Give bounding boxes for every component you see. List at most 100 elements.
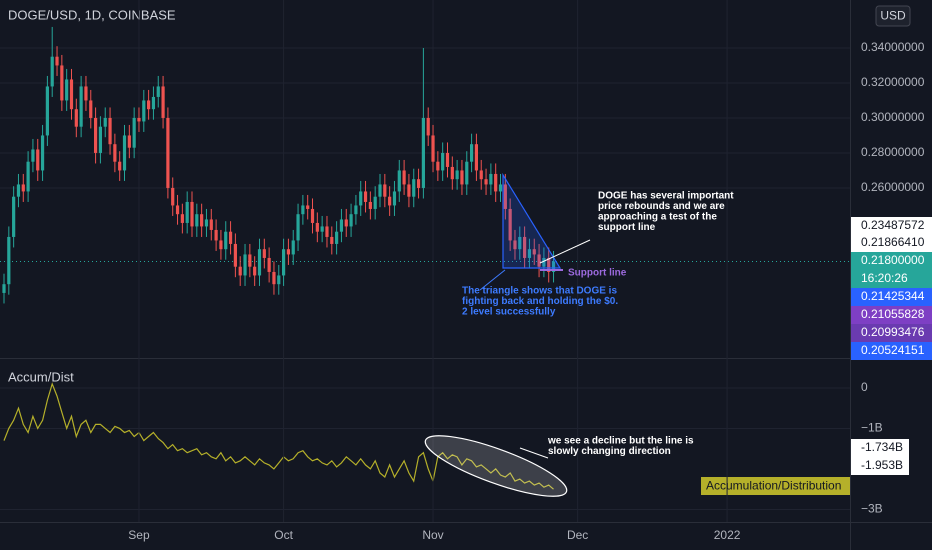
countdown-label: 16:20:26 bbox=[861, 271, 908, 285]
callout-line bbox=[519, 447, 549, 459]
candle-body bbox=[494, 173, 498, 192]
candle-body bbox=[228, 231, 233, 244]
candle-body bbox=[40, 135, 45, 171]
candle-body bbox=[527, 249, 532, 258]
price-tag-label: 0.21425344 bbox=[861, 289, 925, 303]
y-tick-label: 0.28000000 bbox=[861, 145, 925, 159]
candle-body bbox=[339, 219, 344, 232]
candle-body bbox=[397, 170, 401, 192]
candle-body bbox=[460, 170, 464, 185]
candle-body bbox=[233, 243, 237, 267]
indicator-title: Accum/Dist bbox=[8, 369, 74, 384]
candle-body bbox=[537, 254, 541, 267]
candle-body bbox=[518, 236, 522, 250]
y-tick-label: 0.32000000 bbox=[861, 75, 925, 89]
price-tag-label: 0.23487572 bbox=[861, 218, 925, 232]
price-tag-label: 0.20993476 bbox=[861, 325, 925, 339]
candle-body bbox=[7, 236, 11, 285]
price-tag bbox=[851, 342, 932, 360]
candle-body bbox=[489, 173, 493, 185]
candle-body bbox=[113, 144, 117, 162]
x-tick-label: Sep bbox=[128, 528, 150, 542]
candle-body bbox=[118, 161, 122, 171]
y-tick-label: −1B bbox=[861, 421, 883, 435]
price-tag bbox=[851, 234, 932, 252]
candle-body bbox=[161, 86, 165, 118]
candle-body bbox=[392, 191, 397, 206]
candle-body bbox=[465, 161, 469, 185]
candle-body bbox=[69, 79, 74, 110]
candle-body bbox=[84, 86, 88, 101]
candle-body bbox=[498, 184, 503, 192]
candle-body bbox=[291, 240, 295, 255]
candle-body bbox=[257, 249, 262, 276]
candle-body bbox=[137, 117, 141, 122]
candle-body bbox=[373, 196, 377, 209]
candle-body bbox=[175, 205, 180, 215]
x-tick-label: Oct bbox=[274, 528, 293, 542]
candle-body bbox=[50, 56, 54, 87]
y-tick-label: 0.34000000 bbox=[861, 40, 925, 54]
price-tag-label: 0.20524151 bbox=[861, 343, 925, 357]
candle-body bbox=[474, 144, 479, 171]
candle-body bbox=[315, 222, 319, 232]
candle-body bbox=[74, 109, 78, 127]
x-tick-label: Nov bbox=[422, 528, 443, 542]
candle-body bbox=[185, 201, 189, 223]
candle-body bbox=[277, 275, 281, 285]
candle-body bbox=[209, 219, 213, 230]
annotation-text: fighting back and holding the $0. bbox=[462, 296, 618, 307]
candle-body bbox=[132, 117, 136, 148]
annotation-text: The triangle shows that DOGE is bbox=[462, 286, 617, 297]
annotation-text: price rebounds and we are bbox=[598, 201, 725, 212]
candle-body bbox=[127, 135, 131, 148]
candle-body bbox=[12, 196, 16, 237]
symbol-title: DOGE/USD, 1D, COINBASE bbox=[8, 7, 176, 22]
candle-body bbox=[2, 284, 6, 293]
candle-body bbox=[363, 191, 368, 202]
candle-body bbox=[31, 149, 35, 162]
candle-body bbox=[402, 170, 406, 185]
candle-body bbox=[156, 86, 160, 97]
currency-button[interactable] bbox=[875, 5, 911, 27]
price-tag bbox=[851, 324, 932, 342]
candle-body bbox=[16, 184, 21, 197]
candle-body bbox=[455, 170, 459, 180]
candle-body bbox=[166, 117, 170, 188]
candle-body bbox=[26, 161, 30, 192]
candle-body bbox=[354, 205, 358, 215]
candle-body bbox=[108, 117, 112, 145]
candle-body bbox=[36, 149, 40, 171]
candle-body bbox=[267, 257, 271, 272]
callout-line bbox=[539, 239, 591, 264]
candle-body bbox=[142, 100, 146, 122]
candle-body bbox=[60, 65, 64, 101]
currency-label[interactable]: USD bbox=[880, 9, 906, 23]
x-tick-label: 2022 bbox=[714, 528, 741, 542]
candle-body bbox=[301, 205, 305, 215]
candle-body bbox=[200, 214, 204, 227]
candle-body bbox=[272, 271, 276, 285]
candle-body bbox=[320, 226, 324, 232]
y-tick-label: 0 bbox=[861, 380, 868, 394]
candle-body bbox=[335, 231, 339, 244]
x-tick-label: Dec bbox=[567, 528, 588, 542]
candle-body bbox=[450, 166, 454, 180]
candle-body bbox=[296, 214, 300, 241]
candle-body bbox=[368, 201, 372, 209]
candle-body bbox=[421, 117, 425, 188]
candle-body bbox=[171, 187, 175, 206]
candle-body bbox=[21, 184, 25, 192]
candle-body bbox=[180, 214, 184, 223]
value-tag-label: -1.734B bbox=[861, 440, 903, 454]
callout-line bbox=[479, 269, 506, 291]
candle-body bbox=[65, 79, 69, 101]
candle-body bbox=[349, 214, 353, 227]
candle-body bbox=[469, 144, 474, 162]
y-tick-label: 0.30000000 bbox=[861, 110, 925, 124]
annotation-text: slowly changing direction bbox=[548, 446, 671, 457]
candle-body bbox=[151, 96, 156, 110]
